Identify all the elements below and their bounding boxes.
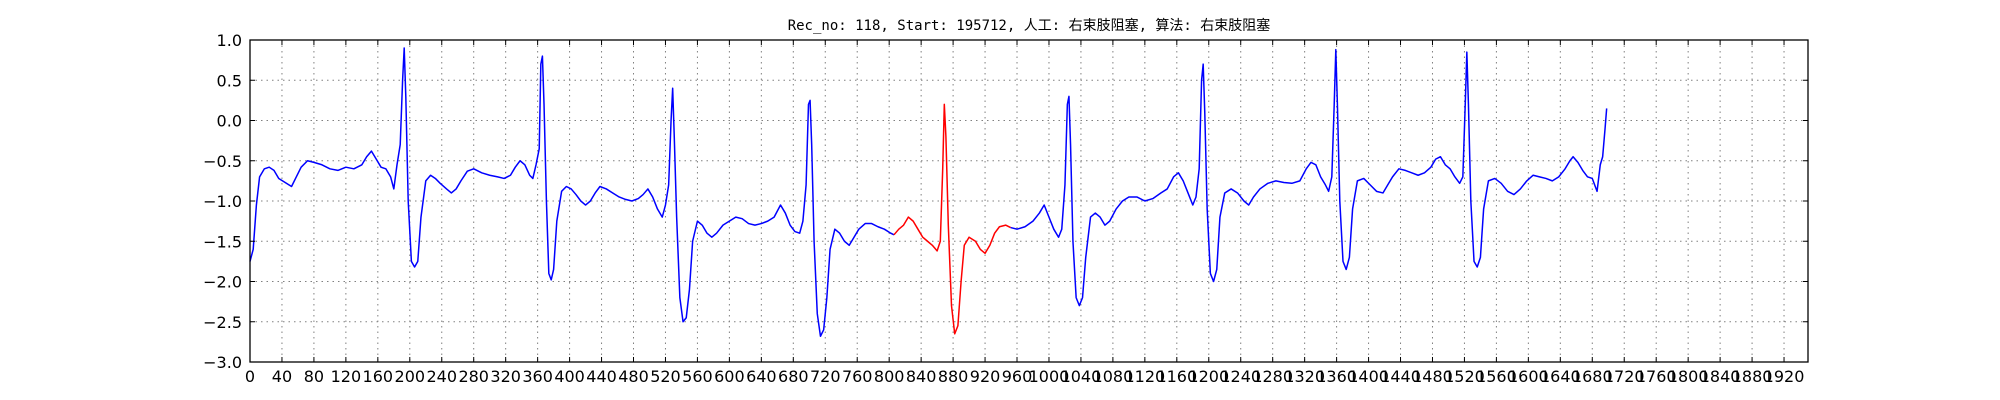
chart-title: Rec_no: 118, Start: 195712, 人工: 右束肢阻塞, 算… — [788, 17, 1271, 34]
x-tick-label: 1120 — [1124, 367, 1165, 386]
x-tick-label: 600 — [714, 367, 745, 386]
x-tick-label: 640 — [746, 367, 777, 386]
y-tick-label: −2.0 — [203, 273, 242, 292]
x-tick-label: 680 — [778, 367, 809, 386]
y-tick-label: −1.0 — [203, 192, 242, 211]
x-tick-label: 280 — [458, 367, 489, 386]
x-tick-label: 920 — [970, 367, 1001, 386]
x-tick-label: 440 — [586, 367, 617, 386]
y-tick-label: −1.5 — [203, 232, 242, 251]
series-group — [249, 47, 1608, 337]
y-tick-label: −3.0 — [203, 353, 242, 372]
x-tick-label: 720 — [810, 367, 841, 386]
x-tick-label: 1080 — [1093, 367, 1134, 386]
x-tick-label: 960 — [1002, 367, 1033, 386]
grid — [250, 40, 1808, 362]
x-tick-label: 1720 — [1604, 367, 1645, 386]
x-tick-label: 1200 — [1188, 367, 1229, 386]
x-tick-label: 1520 — [1444, 367, 1485, 386]
x-tick-label: 160 — [363, 367, 394, 386]
x-tick-label: 320 — [490, 367, 521, 386]
ecg-series-line-3 — [1010, 48, 1608, 307]
x-tick-label: 880 — [938, 367, 969, 386]
ecg-series-line-2 — [893, 103, 1011, 335]
x-tick-label: 80 — [304, 367, 324, 386]
x-tick-label: 840 — [906, 367, 937, 386]
x-tick-label: 480 — [618, 367, 649, 386]
x-tick-label: 1320 — [1284, 367, 1325, 386]
x-tick-label: 1240 — [1220, 367, 1261, 386]
x-tick-label: 1680 — [1572, 367, 1613, 386]
x-tick-label: 1560 — [1476, 367, 1517, 386]
x-tick-label: 1640 — [1540, 367, 1581, 386]
x-tick-label: 40 — [272, 367, 292, 386]
y-tick-label: −0.5 — [203, 152, 242, 171]
x-tick-label: 1360 — [1316, 367, 1357, 386]
axis-ticks — [249, 39, 1808, 363]
x-tick-label: 200 — [395, 367, 426, 386]
y-tick-label: 0.0 — [217, 112, 242, 131]
x-tick-label: 1760 — [1636, 367, 1677, 386]
x-tick-label: 1840 — [1700, 367, 1741, 386]
x-tick-label: 1880 — [1732, 367, 1773, 386]
x-tick-label: 760 — [842, 367, 873, 386]
x-tick-label: 800 — [874, 367, 905, 386]
x-tick-label: 120 — [331, 367, 362, 386]
x-tick-label: 520 — [650, 367, 681, 386]
x-tick-label: 1400 — [1348, 367, 1389, 386]
plot-frame — [249, 39, 1809, 363]
x-tick-label: 1920 — [1764, 367, 1805, 386]
x-tick-label: 1800 — [1668, 367, 1709, 386]
x-tick-label: 240 — [426, 367, 457, 386]
x-tick-label: 1480 — [1412, 367, 1453, 386]
ecg-series-line-1 — [249, 47, 895, 337]
x-tick-label: 1160 — [1156, 367, 1197, 386]
y-tick-label: 1.0 — [217, 31, 242, 50]
x-tick-label: 560 — [682, 367, 713, 386]
x-tick-label: 1280 — [1252, 367, 1293, 386]
x-tick-label: 1600 — [1508, 367, 1549, 386]
x-tick-label: 1440 — [1380, 367, 1421, 386]
x-tick-label: 1000 — [1029, 367, 1070, 386]
x-tick-label: 360 — [522, 367, 553, 386]
y-tick-label: 0.5 — [217, 71, 242, 90]
x-tick-label: 400 — [554, 367, 585, 386]
y-tick-label: −2.5 — [203, 313, 242, 332]
x-tick-label: 0 — [245, 367, 255, 386]
axis-tick-labels: 0 40 80 120 160 200 240 280 320 360 400 440 480 520 56… — [203, 31, 1804, 386]
x-tick-label: 1040 — [1061, 367, 1102, 386]
